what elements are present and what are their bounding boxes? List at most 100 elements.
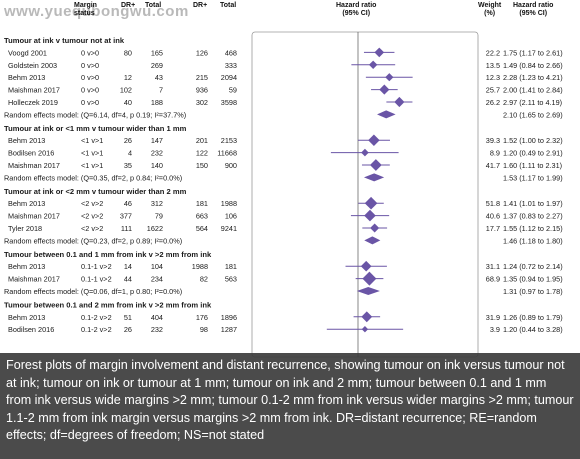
weight-value: 13.5 <box>486 61 500 70</box>
dr-plus-2: 122 <box>196 149 208 158</box>
total-2: 106 <box>225 212 237 221</box>
point-estimate <box>361 326 369 333</box>
dr-plus-1: 35 <box>124 161 132 170</box>
total-1: 140 <box>151 161 163 170</box>
study-name: Maishman 2017 <box>8 212 60 221</box>
total-1: 232 <box>151 149 163 158</box>
margin-status: 0 v>0 <box>81 61 99 70</box>
margin-status: 0.1-2 v>2 <box>81 313 112 322</box>
pooled-label: Random effects model: (Q=0.23, df=2, p 0… <box>4 236 182 245</box>
margin-status: 0 v>0 <box>81 98 99 107</box>
hazard-ratio-value: 2.97 (2.11 to 4.19) <box>503 98 562 107</box>
hazard-ratio-value: 2.28 (1.23 to 4.21) <box>503 73 563 82</box>
weight-value: 40.6 <box>486 212 500 221</box>
dr-plus-1: 44 <box>124 275 132 284</box>
total-2: 2153 <box>221 136 237 145</box>
margin-status: 0 v>0 <box>81 86 99 95</box>
margin-status: <1 v>1 <box>81 136 103 145</box>
study-name: Behm 2013 <box>8 313 45 322</box>
study-name: Behm 2013 <box>8 199 45 208</box>
total-1: 234 <box>151 275 163 284</box>
group-title: Tumour between 0.1 and 1 mm from ink v >… <box>4 250 212 259</box>
total-2: 9241 <box>221 224 237 233</box>
dr-plus-2: 201 <box>196 136 208 145</box>
dr-plus-1: 46 <box>124 199 132 208</box>
study-name: Goldstein 2003 <box>8 61 57 70</box>
study-name: Maishman 2017 <box>8 86 60 95</box>
hazard-ratio-value: 1.41 (1.01 to 1.97) <box>503 199 563 208</box>
total-2: 2094 <box>221 73 237 82</box>
pooled-label: Random effects model: (Q=6.14, df=4, p 0… <box>4 110 186 119</box>
total-1: 79 <box>155 212 163 221</box>
total-2: 900 <box>225 161 237 170</box>
point-estimate <box>370 223 380 233</box>
hazard-ratio-value: 1.35 (0.94 to 1.95) <box>503 275 563 284</box>
forest-plot: Tumour at ink v tumour not at ink Voogd 2… <box>4 31 563 358</box>
margin-status: <1 v>1 <box>81 161 103 170</box>
margin-status: 0 v>0 <box>81 48 99 57</box>
pooled-hazard-ratio: 1.53 (1.17 to 1.99) <box>503 173 563 182</box>
point-estimate <box>362 271 377 286</box>
dr-plus-2: 176 <box>196 313 208 322</box>
total-1: 312 <box>151 199 163 208</box>
point-estimate <box>361 311 373 323</box>
weight-value: 8.9 <box>490 149 500 158</box>
total-2: 3598 <box>221 98 237 107</box>
total-2: 1988 <box>221 199 237 208</box>
total-1: 43 <box>155 73 163 82</box>
total-1: 404 <box>151 313 163 322</box>
hazard-ratio-value: 1.37 (0.83 to 2.27) <box>503 212 563 221</box>
total-2: 468 <box>225 48 237 57</box>
hazard-ratio-value: 1.49 (0.84 to 2.66) <box>503 61 563 70</box>
study-name: Tyler 2018 <box>8 224 42 233</box>
hazard-ratio-value: 1.60 (1.11 to 2.31) <box>503 161 562 170</box>
point-estimate <box>368 134 380 146</box>
total-1: 7 <box>159 86 163 95</box>
weight-value: 31.9 <box>486 313 500 322</box>
hazard-ratio-value: 1.55 (1.12 to 2.15) <box>503 224 563 233</box>
margin-status: <1 v>1 <box>81 149 103 158</box>
study-name: Behm 2013 <box>8 262 45 271</box>
total-2: 181 <box>225 262 237 271</box>
weight-value: 12.3 <box>486 73 500 82</box>
study-name: Behm 2013 <box>8 136 45 145</box>
total-header-1: Total <box>145 2 162 9</box>
margin-status-header: Margin status <box>74 2 97 17</box>
group-title: Tumour at ink v tumour not at ink <box>4 36 125 45</box>
weight-value: 51.8 <box>486 199 500 208</box>
group-title: Tumour at ink or <1 mm v tumour wider th… <box>4 124 187 133</box>
point-estimate <box>369 159 382 171</box>
study-name: Maishman 2017 <box>8 275 60 284</box>
dr-plus-2: 126 <box>196 48 208 57</box>
pooled-diamond <box>356 287 380 295</box>
pooled-diamond <box>364 236 381 245</box>
pooled-diamond <box>377 110 396 119</box>
dr-plus-1: 12 <box>124 73 132 82</box>
margin-status: <2 v>2 <box>81 212 103 221</box>
total-2: 563 <box>225 275 237 284</box>
dr-plus-1: 102 <box>120 86 132 95</box>
point-estimate <box>361 148 369 157</box>
total-1: 188 <box>151 98 163 107</box>
dr-plus-1: 26 <box>124 325 132 334</box>
hazard-ratio-value: 2.00 (1.41 to 2.84) <box>503 86 563 95</box>
margin-status: <2 v>2 <box>81 224 103 233</box>
dr-plus-2: 215 <box>196 73 208 82</box>
hazard-ratio-text-header: Hazard ratio (95% CI) <box>513 2 554 17</box>
weight-value: 22.2 <box>486 48 500 57</box>
weight-value: 31.1 <box>486 262 500 271</box>
weight-value: 68.9 <box>486 275 500 284</box>
total-2: 333 <box>225 61 237 70</box>
dr-plus-2: 150 <box>196 161 208 170</box>
total-2: 1287 <box>221 325 237 334</box>
plot-panel <box>251 31 479 358</box>
weight-value: 25.7 <box>486 86 500 95</box>
total-2: 11668 <box>217 149 237 158</box>
point-estimate <box>368 60 378 70</box>
hazard-ratio-header: Hazard ratio (95% CI) <box>336 2 377 17</box>
weight-value: 26.2 <box>486 98 500 107</box>
study-name: Voogd 2001 <box>8 48 47 57</box>
total-1: 269 <box>151 61 163 70</box>
point-estimate <box>385 73 394 82</box>
study-name: Behm 2013 <box>8 73 45 82</box>
